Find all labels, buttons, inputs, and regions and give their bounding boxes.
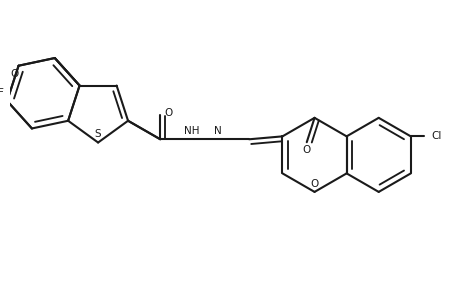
- Text: F: F: [0, 88, 4, 98]
- Text: O: O: [163, 108, 172, 118]
- Text: N: N: [213, 127, 221, 136]
- Text: O: O: [310, 179, 318, 189]
- Text: O: O: [11, 70, 19, 80]
- Text: Cl: Cl: [430, 131, 440, 141]
- Text: O: O: [302, 145, 310, 155]
- Text: NH: NH: [184, 127, 199, 136]
- Text: S: S: [95, 129, 101, 139]
